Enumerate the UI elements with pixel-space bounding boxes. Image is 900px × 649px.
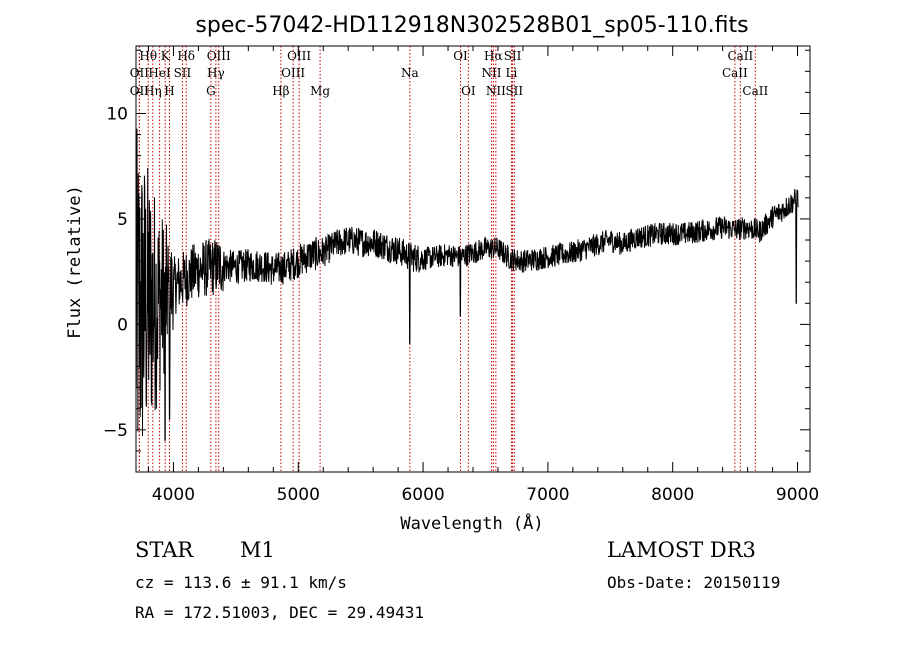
x-tick-label: 9000 — [776, 485, 819, 505]
x-tick-label: 5000 — [277, 485, 320, 505]
spectral-line-label: G — [206, 84, 216, 98]
object-class: STAR — [135, 538, 194, 562]
spectral-line-label: NII — [481, 66, 501, 80]
spectral-line-label: OII — [130, 84, 150, 98]
spectral-line-label: OIII — [287, 49, 311, 63]
spectral-line-label: CaII — [742, 84, 768, 98]
object-subclass: M1 — [240, 538, 275, 562]
spectral-line-label: Hθ — [139, 49, 157, 63]
spectral-line-label: Hα — [484, 49, 503, 63]
spectral-line-label: Mg — [310, 84, 330, 98]
spectral-line-label: K — [161, 49, 171, 63]
spectral-line-label: SII — [174, 66, 192, 80]
spectral-line-label: Hγ — [207, 66, 225, 80]
spectral-line-labels: OIIOIIHθHηHeIKHSIIHδGHγOIIIHβOIIIOIIIMgN… — [130, 49, 769, 98]
spectral-line-label: HeI — [148, 66, 171, 80]
spectral-line-label: CaII — [722, 66, 748, 80]
survey-name: LAMOST DR3 — [607, 538, 756, 562]
spectral-line-label: OIII — [207, 49, 231, 63]
x-tick-label: 8000 — [651, 485, 694, 505]
y-tick-label: −5 — [103, 421, 128, 441]
spectral-line-markers — [138, 46, 756, 472]
x-tick-label: 6000 — [401, 485, 444, 505]
spectral-line-label: NII — [486, 84, 506, 98]
obs-date: Obs-Date: 20150119 — [607, 573, 781, 592]
spectrum-series-line — [135, 128, 799, 441]
spectral-line-label: CaII — [727, 49, 753, 63]
x-tick-label: 7000 — [526, 485, 569, 505]
chart-title: spec-57042-HD112918N302528B01_sp05-110.f… — [195, 13, 748, 38]
spectral-line-label: SII — [505, 84, 523, 98]
spectral-line-label: OIII — [281, 66, 305, 80]
axis-tick-labels: 4000 5000 6000 7000 8000 9000 −5 0 5 10 — [103, 104, 819, 505]
spectral-line-label: Li — [506, 66, 518, 80]
x-tick-label: 4000 — [152, 485, 195, 505]
y-tick-label: 0 — [117, 315, 128, 335]
spectral-line-label: Hβ — [272, 84, 289, 98]
x-axis-label: Wavelength (Å) — [400, 512, 543, 534]
spectral-line-label: Hδ — [177, 49, 195, 63]
y-axis-label: Flux (relative) — [65, 185, 85, 339]
spectral-line-label: OI — [461, 84, 476, 98]
spectral-line-label: Hη — [144, 84, 162, 98]
y-tick-label: 10 — [106, 104, 128, 124]
spectral-line-label: H — [164, 84, 174, 98]
ra-dec: RA = 172.51003, DEC = 29.49431 — [135, 603, 424, 622]
spectral-line-label: Na — [401, 66, 419, 80]
axis-ticks — [136, 46, 810, 473]
spectral-line-label: OII — [130, 66, 150, 80]
y-tick-label: 5 — [117, 210, 128, 230]
redshift-cz: cz = 113.6 ± 91.1 km/s — [135, 573, 347, 592]
spectral-line-label: SII — [504, 49, 522, 63]
spectral-line-label: OI — [453, 49, 468, 63]
